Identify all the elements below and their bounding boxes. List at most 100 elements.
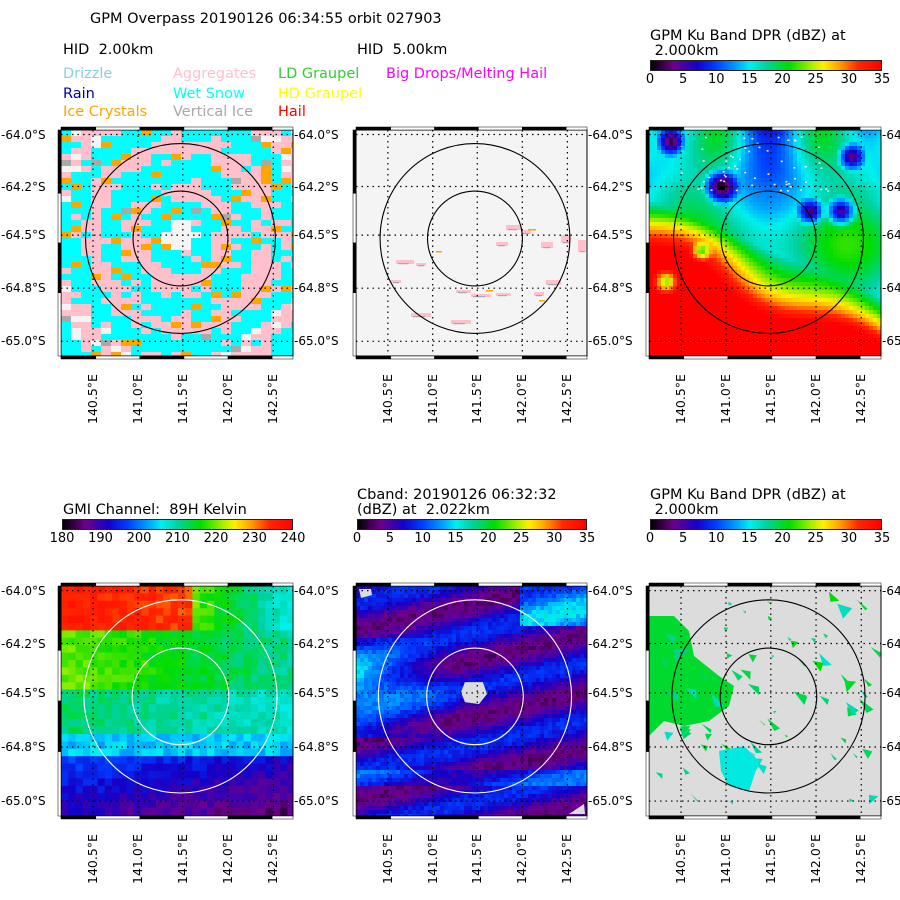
dbz-cell: [869, 206, 874, 211]
dbz-cell: [661, 174, 666, 179]
missing-cell: [785, 180, 788, 183]
dbz-cell: [733, 238, 738, 243]
dbz-cell: [697, 254, 702, 259]
dbz-cell: [813, 262, 818, 267]
dbz-cell: [789, 178, 794, 183]
tb-cell: [148, 593, 157, 602]
dbz-cell: [713, 130, 718, 135]
missing-cell: [787, 139, 790, 141]
hid-cell: [211, 220, 222, 227]
dbz-cell: [873, 258, 878, 263]
hid-cell: [221, 178, 232, 185]
dbz-cell: [689, 154, 694, 159]
dbz-cell: [677, 350, 682, 355]
tb-cell: [141, 667, 149, 676]
dbz-cell: [869, 350, 874, 355]
dbz-cell: [733, 174, 738, 179]
frame-scale-segment: [434, 126, 479, 131]
hid-cell: [121, 136, 132, 143]
hid-cell: [81, 346, 92, 353]
dbz-cell: [809, 330, 814, 335]
frame-scale-segment: [859, 355, 882, 360]
panel-title: HID 5.00km: [357, 42, 448, 58]
hid-cell: [458, 292, 467, 294]
dbz-cell: [653, 282, 658, 287]
hid-cell: [281, 304, 292, 311]
hid-cell: [261, 208, 272, 215]
dbz-cell: [873, 166, 878, 171]
dbz-cell: [697, 326, 702, 331]
dbz-cell: [709, 170, 714, 175]
dbz-cell: [685, 350, 690, 355]
dbz-cell: [661, 302, 666, 307]
dbz-cell: [873, 354, 878, 356]
dbz-cell: [877, 150, 881, 155]
dbz-cell: [781, 338, 786, 343]
dbz-cell: [745, 162, 750, 167]
dbz-cell: [725, 134, 730, 139]
dbz-cell: [765, 250, 770, 255]
dbz-cell: [829, 154, 834, 159]
hid-cell: [211, 334, 222, 341]
dbz-cell: [669, 350, 674, 355]
dbz-cell: [857, 154, 862, 159]
dbz-cell: [757, 274, 762, 279]
dbz-cell: [837, 150, 842, 155]
dbz-cell: [865, 258, 870, 263]
dbz-cell: [745, 154, 750, 159]
dbz-cell: [665, 178, 670, 183]
tb-cell: [90, 600, 98, 609]
dbz-cell: [717, 154, 722, 159]
dbz-cell: [793, 250, 798, 255]
dbz-cell: [821, 214, 826, 219]
dbz-cell: [733, 334, 738, 339]
dbz-cell: [697, 246, 702, 251]
frame-scale-segment: [565, 126, 588, 131]
dbz-cell: [653, 182, 658, 187]
hid-cell: [101, 352, 112, 356]
dbz-cell: [829, 322, 834, 327]
dbz-cell: [725, 190, 730, 195]
frame-scale-segment: [565, 355, 588, 360]
dbz-cell: [689, 142, 694, 147]
dbz-cell: [689, 298, 694, 303]
tb-cell: [141, 674, 149, 683]
hid-cell: [251, 334, 262, 341]
dbz-cell: [829, 334, 834, 339]
dbz-cell: [813, 342, 818, 347]
dbz-cell: [837, 266, 842, 271]
dbz-cell: [761, 134, 766, 139]
dbz-cell: [797, 290, 802, 295]
dbz-cell: [669, 342, 674, 347]
dbz-cell: [741, 154, 746, 159]
dbz-cell: [665, 278, 670, 283]
dbz-cell: [833, 298, 838, 303]
dbz-cell: [757, 262, 762, 267]
dbz-cell: [757, 214, 762, 219]
dbz-cell: [837, 278, 842, 283]
dbz-cell: [685, 282, 690, 287]
tb-cell: [104, 689, 113, 698]
dbz-cell: [773, 186, 778, 191]
dbz-cell: [857, 278, 862, 283]
dbz-cell: [837, 254, 842, 259]
dbz-cell: [653, 262, 658, 267]
dbz-cell: [729, 166, 734, 171]
tb-cell: [119, 615, 128, 624]
hid-cell: [580, 251, 585, 253]
hid-cell: [171, 280, 182, 287]
dbz-cell: [673, 130, 678, 135]
hid-cell: [281, 190, 292, 197]
dbz-cell: [841, 186, 846, 191]
dbz-cell: [709, 190, 714, 195]
dbz-cell: [741, 302, 746, 307]
dbz-cell: [657, 314, 662, 319]
hid-cell: [201, 346, 212, 353]
dbz-cell: [853, 194, 858, 199]
dbz-cell: [721, 154, 726, 159]
dbz-cell: [689, 350, 694, 355]
dbz-cell: [681, 318, 686, 323]
dbz-cell: [761, 318, 766, 323]
range-ring-outer: [85, 143, 276, 334]
tb-cell: [163, 645, 171, 653]
